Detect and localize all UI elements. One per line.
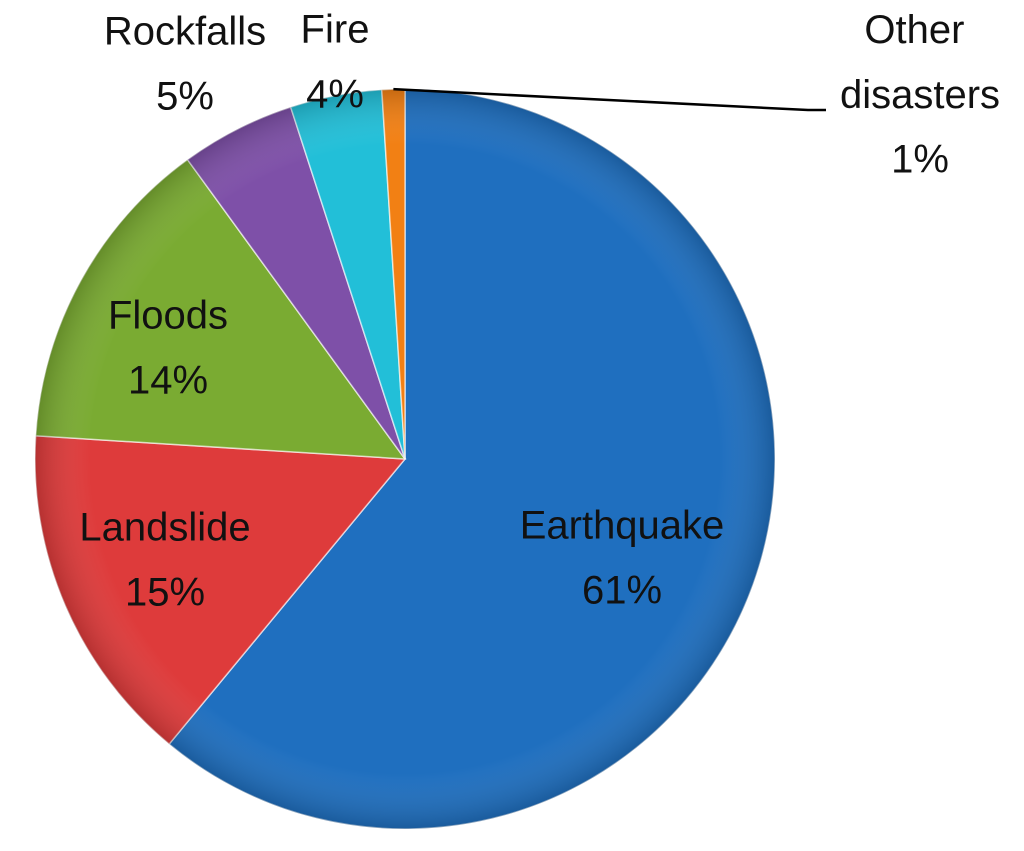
slice-value-label: 1%: [891, 138, 949, 182]
slice-label: Fire: [301, 8, 370, 52]
slice-label: Floods: [108, 294, 228, 338]
pie: [34, 88, 776, 830]
slice-label: Landslide: [79, 506, 250, 550]
slice-value-label: 4%: [306, 73, 364, 117]
slice-value-label: 61%: [582, 569, 662, 613]
slice-value-label: 5%: [156, 75, 214, 119]
slice-value-label: 15%: [125, 571, 205, 615]
slice-label: Rockfalls: [104, 10, 266, 54]
labels: Earthquake 61% Landslide 15% Floods 14% Rockfa…: [79, 8, 1000, 615]
slice-value-label: 14%: [128, 359, 208, 403]
leader-line: [393, 87, 826, 112]
slice-label: Earthquake: [520, 504, 725, 548]
slice-label: Other disasters: [840, 8, 1000, 117]
